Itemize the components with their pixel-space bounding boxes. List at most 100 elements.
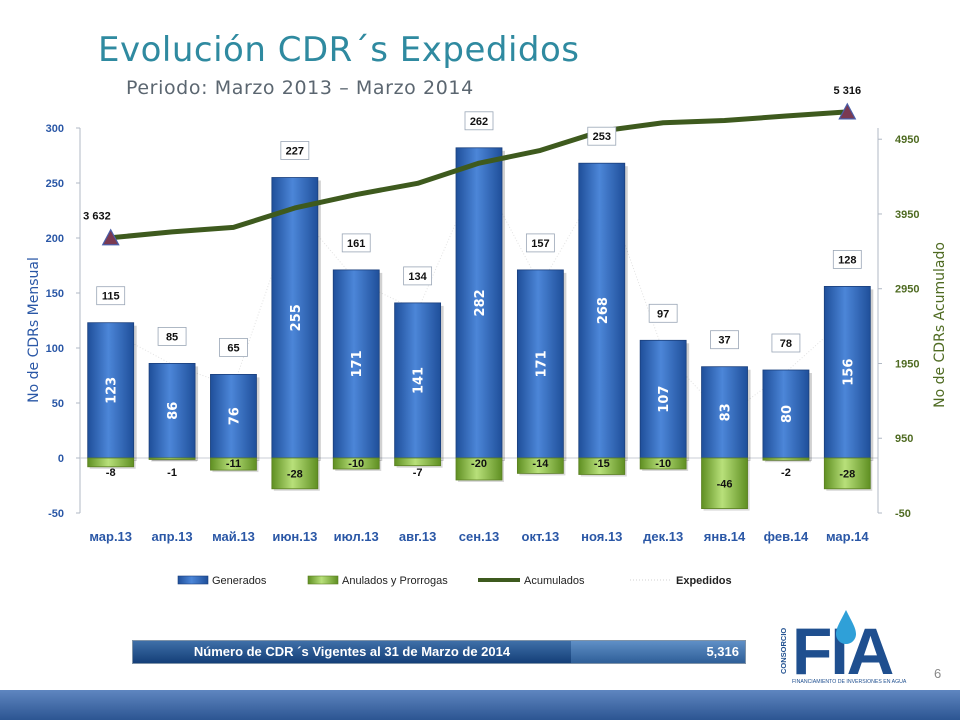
acumulado-marker	[101, 228, 120, 246]
expedidos-value: 161	[341, 233, 371, 253]
expedidos-value-box	[832, 249, 862, 269]
acumulado-label: 3 632	[83, 211, 111, 223]
expedidos-value: 262	[464, 111, 494, 131]
legend-entry: Expedidos	[630, 575, 732, 587]
neg-value-label: -10	[348, 458, 364, 470]
bar-value-label: 282	[473, 289, 488, 316]
x-tick-label: мар.13	[89, 529, 132, 544]
chart: -50 0 50 100 150 200 250 300 -50 950 1950 2950 3950…	[26, 85, 948, 587]
expedidos-value-box	[587, 126, 617, 146]
legend-label: Acumulados	[524, 575, 585, 587]
bar-value-label: 80	[780, 405, 795, 423]
expedidos-value: 85	[157, 326, 187, 346]
bar-anulados	[394, 457, 442, 467]
expedidos-value-text: 78	[780, 338, 792, 350]
expedidos-value-text: 65	[227, 342, 239, 354]
bar-generados	[148, 362, 196, 459]
bar-anulados	[516, 457, 564, 474]
neg-value-label: -14	[532, 458, 549, 470]
y-axis-label: No de CDRs Mensual	[26, 257, 42, 403]
y-tick-label: 300	[46, 123, 64, 135]
bar-generados	[210, 373, 257, 459]
bar-anulados	[455, 457, 503, 481]
acumulados-line	[110, 109, 848, 241]
y-tick-label: 250	[46, 178, 64, 190]
expedidos-value: 128	[832, 249, 862, 269]
bottom-band	[0, 690, 960, 720]
bar-generados	[578, 162, 626, 459]
y-tick-label: 200	[46, 233, 64, 245]
expedidos-value-text: 115	[102, 291, 120, 303]
bar-value-label: 171	[534, 350, 549, 377]
expedidos-value-box	[403, 266, 433, 286]
expedidos-value: 253	[587, 126, 617, 146]
expedidos-value-box	[525, 233, 555, 253]
bar-generados	[455, 147, 503, 459]
legend-label: Generados	[212, 575, 267, 587]
bar-anulados	[210, 457, 257, 471]
x-tick-label: авг.13	[399, 529, 436, 544]
x-tick-label: дек.13	[643, 529, 683, 544]
x-tick-label: сен.13	[459, 529, 499, 544]
y2-tick-label: 4950	[895, 134, 919, 146]
acumulado-marker	[838, 102, 857, 120]
legend-entry: Acumulados	[478, 575, 585, 587]
y2-tick-label: 950	[895, 433, 913, 445]
expedidos-value: 78	[771, 333, 801, 353]
legend-swatch	[307, 575, 339, 585]
bar-value-label: 141	[412, 367, 427, 394]
bar-anulados	[823, 457, 871, 490]
neg-value-label: -7	[413, 467, 423, 479]
y2-tick-label: -50	[895, 508, 911, 520]
neg-value-label: -28	[287, 468, 303, 480]
legend-label: Anulados y Prorrogas	[342, 575, 448, 587]
expedidos-value-box	[280, 141, 310, 160]
y-tick-label: 100	[46, 343, 64, 355]
legend-label: Expedidos	[676, 575, 732, 587]
neg-bar-shadow	[764, 460, 811, 463]
page-number: 6	[934, 666, 942, 681]
x-tick-label: мар.14	[826, 529, 869, 544]
bar-generados	[516, 269, 564, 459]
legend-swatch	[177, 575, 209, 585]
summary-label: Número de CDR ´s Vigentes al 31 de Marzo…	[193, 644, 511, 659]
expedidos-value-box	[219, 337, 248, 357]
legend: Generados Anulados y Prorrogas Acumulados E…	[177, 575, 732, 587]
expedidos-value: 65	[219, 337, 248, 357]
expedidos-value: 227	[280, 141, 310, 160]
legend-entry: Anulados y Prorrogas	[307, 575, 448, 587]
expedidos-value-text: 161	[347, 238, 365, 250]
expedidos-value: 37	[710, 330, 739, 350]
bar-generados	[639, 339, 687, 459]
bar-value-label: 107	[657, 386, 672, 413]
bar-anulados	[148, 457, 196, 460]
neg-value-label: -1	[167, 467, 177, 479]
expedidos-value-text: 227	[286, 146, 304, 158]
expedidos-labels: 115 85 65 227 161 134 262 157 253 97 37 78 128	[96, 111, 862, 357]
x-tick-label: апр.13	[152, 529, 193, 544]
neg-value-label: -20	[471, 458, 487, 470]
expedidos-value-box	[648, 303, 678, 323]
x-tick-label: фев.14	[764, 529, 809, 544]
bar-anulados	[87, 457, 135, 468]
bar-value-label: 123	[105, 377, 120, 404]
x-tick-label: июн.13	[272, 529, 317, 544]
neg-value-label: -28	[839, 468, 855, 480]
expedidos-value-box	[464, 111, 494, 131]
y2-tick-label: 2950	[895, 284, 919, 296]
bar-anulados	[332, 457, 380, 470]
expedidos-value: 97	[648, 303, 678, 323]
bar-value-label: 83	[719, 403, 734, 421]
bar-value-label: 156	[841, 359, 856, 386]
neg-bar-shadow	[151, 460, 198, 462]
expedidos-value-text: 157	[531, 238, 549, 250]
summary-value: 5,316	[571, 641, 745, 663]
logo-tagline: FINANCIAMIENTO DE INVERSIONES EN AGUA	[792, 679, 907, 685]
bar-anulados	[701, 457, 748, 509]
category-axis: мар.13 апр.13 май.13 июн.13 июл.13 авг.13 сен.…	[89, 529, 869, 544]
anulados-series: -8 -1 -11 -28 -10 -7 -20 -14 -15 -10 -46 -2 -28	[87, 457, 873, 511]
bar-value-label: 86	[166, 402, 181, 420]
expedidos-value-text: 85	[166, 331, 178, 343]
expedidos-value-text: 97	[657, 308, 669, 320]
expedidos-value: 157	[525, 233, 555, 253]
